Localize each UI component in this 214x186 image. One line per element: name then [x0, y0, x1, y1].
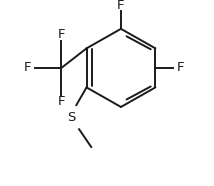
Text: S: S: [67, 111, 76, 124]
Text: F: F: [24, 61, 32, 74]
Text: F: F: [58, 95, 65, 108]
Text: F: F: [177, 61, 184, 74]
Text: F: F: [117, 0, 125, 12]
Text: F: F: [58, 28, 65, 41]
